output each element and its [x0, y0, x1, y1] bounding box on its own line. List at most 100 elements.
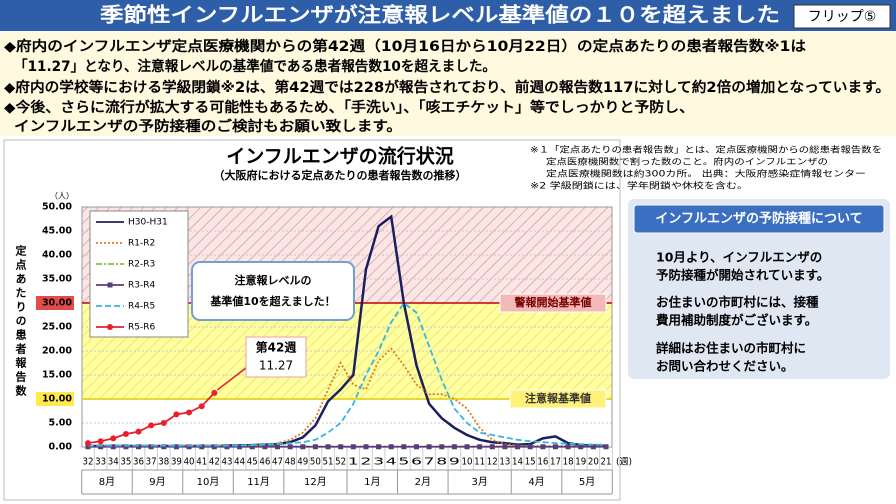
note: 定点医療機関数は約300カ所。 出典：大阪府感染症情報センター: [546, 169, 866, 180]
tick-highlight: [36, 392, 74, 406]
marker: [160, 420, 167, 426]
threshold-box: [499, 293, 607, 313]
note: 定点医療機関数で割った数のこと。府内のインフルエンザの: [546, 157, 828, 168]
marker: [603, 444, 609, 450]
point-label-value: 11.27: [259, 359, 293, 373]
marker: [198, 403, 205, 410]
marker: [590, 444, 596, 450]
marker: [325, 444, 331, 450]
threshold-label: 注意報基準値: [525, 391, 591, 405]
marker: [211, 444, 217, 450]
x-tick-label: 46: [259, 457, 270, 468]
marker: [451, 444, 457, 450]
threshold-box: [509, 389, 607, 409]
month-label: 4月: [528, 476, 544, 488]
marker: [122, 431, 129, 438]
marker: [388, 444, 394, 450]
month-label: 2月: [415, 476, 431, 488]
marker: [300, 444, 306, 450]
callout-text: 注意報レベルの: [235, 273, 312, 287]
marker: [439, 444, 445, 450]
point-label-title: 第42週: [256, 340, 297, 355]
marker: [502, 444, 508, 450]
marker: [312, 444, 318, 450]
marker: [135, 428, 142, 435]
x-tick-label: 17: [550, 457, 561, 468]
y-tick-label: 20.00: [42, 346, 72, 357]
month-label: 11月: [247, 476, 270, 488]
y-tick-label: 35.00: [42, 274, 72, 285]
y-tick-label: 15.00: [42, 370, 72, 381]
x-tick-label: 11: [474, 457, 485, 468]
marker: [173, 411, 180, 418]
marker: [107, 282, 113, 288]
marker: [110, 444, 116, 450]
marker: [123, 444, 129, 450]
callout-box: [191, 261, 355, 321]
marker: [338, 444, 344, 450]
y-tick-label: 30.00: [42, 298, 72, 309]
marker: [540, 444, 546, 450]
x-tick-label: 33: [95, 457, 106, 468]
y-tick-label: 45.00: [42, 226, 72, 237]
bullet-text: ◆府内の学校等における学級閉鎖※2は、第42週では228が報告されており、前週の…: [4, 79, 890, 96]
x-tick-label: 2: [360, 457, 371, 468]
marker: [249, 444, 255, 450]
x-tick-label: 16: [537, 457, 548, 468]
marker: [363, 444, 369, 450]
chart-title: インフルエンザの流行状況: [226, 145, 453, 168]
plot: 0.00 5.00 10.00 15.00 20.00 25.00 30.00 35.00 40…: [36, 202, 613, 495]
x-tick-label: 10: [462, 457, 473, 468]
marker: [85, 440, 91, 447]
x-tick-label: 41: [196, 457, 207, 468]
marker: [262, 444, 268, 450]
sidebar-text: お住まいの市町村には、接種: [656, 295, 819, 310]
tick-highlight: [36, 296, 74, 310]
sidebar-title: インフルエンザの予防接種について: [655, 211, 862, 227]
marker: [98, 444, 104, 450]
flip-label: フリップ⑤: [808, 9, 877, 25]
sidebar-text: お問い合わせください。: [656, 359, 794, 374]
x-tick-label: 38: [158, 457, 169, 468]
month-label: 3月: [471, 476, 487, 488]
pointer: [216, 367, 247, 391]
x-tick-label: 48: [285, 457, 296, 468]
marker: [136, 444, 142, 450]
sidebar-header: [633, 204, 885, 234]
x-tick-label: 20: [588, 457, 599, 468]
x-tick-label: 19: [575, 457, 586, 468]
note: ※2 学級閉鎖には、学年閉鎖や休校を含む。: [530, 181, 748, 192]
callout-text: 基準値10を超えました！: [209, 294, 335, 308]
x-tick-label: 1: [348, 457, 359, 468]
x-tick-label: 3: [373, 457, 384, 468]
series-line: [88, 301, 606, 447]
x-tick-label: 35: [120, 457, 131, 468]
marker: [224, 444, 230, 450]
bullet-text: インフルエンザの予防接種のご検討もお願い致します。: [14, 118, 402, 135]
marker: [107, 324, 113, 330]
x-tick-label: 37: [146, 457, 157, 468]
sidebar-text: 詳細はお住まいの市町村に: [656, 341, 806, 356]
x-tick-label: 13: [499, 457, 510, 468]
marker: [515, 444, 521, 450]
marker: [97, 438, 104, 445]
legend-label: R1-R2: [128, 239, 155, 249]
marker: [376, 444, 382, 450]
x-tick-label: 4: [386, 457, 397, 468]
marker: [527, 444, 533, 450]
sidebar: [628, 199, 890, 379]
x-tick-label: 47: [272, 457, 283, 468]
bullet-text: 「11.27」となり、注意報レベルの基準値である患者報告数10を超えました。: [14, 58, 496, 75]
x-tick-label: 49: [297, 457, 308, 468]
threshold-label: 警報開始基準値: [514, 295, 592, 309]
x-tick-label: 39: [171, 457, 182, 468]
sidebar-text: 予防接種が開始されています。: [656, 268, 829, 283]
x-tick-label: 15: [525, 457, 536, 468]
month-label: 8月: [99, 476, 115, 488]
marker: [464, 444, 470, 450]
y-tick-label: 40.00: [42, 250, 72, 261]
marker: [211, 389, 218, 396]
y-tick-label: 0.00: [49, 442, 73, 453]
y-tick-label: 25.00: [42, 322, 72, 333]
y-tick-label: 5.00: [49, 418, 73, 429]
